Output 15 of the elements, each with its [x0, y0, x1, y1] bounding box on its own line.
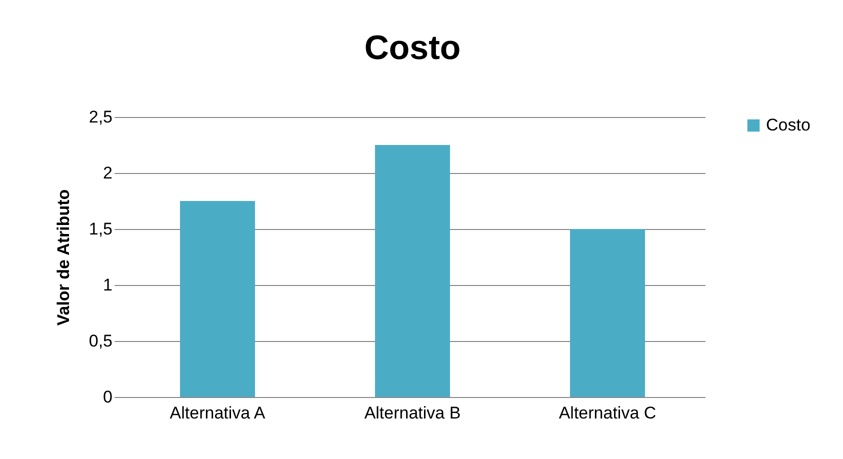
- y-tick-label: 1: [103, 276, 112, 294]
- bar: [180, 201, 255, 397]
- y-tick-label: 1,5: [88, 220, 112, 238]
- x-tick-label: Alternativa B: [364, 404, 461, 422]
- x-tick-label: Alternativa A: [170, 404, 266, 422]
- bar: [570, 229, 645, 397]
- y-axis-title: Valor de Atributo: [54, 189, 73, 326]
- x-tick-label: Alternativa C: [558, 404, 656, 422]
- y-tick-label: 2: [103, 164, 112, 182]
- chart-title: Costo: [364, 29, 461, 67]
- y-tick-label: 0: [103, 388, 112, 406]
- y-tick-label: 2,5: [88, 108, 112, 126]
- bar: [375, 145, 450, 397]
- legend-label: Costo: [766, 116, 810, 134]
- y-tick-label: 0,5: [88, 332, 112, 350]
